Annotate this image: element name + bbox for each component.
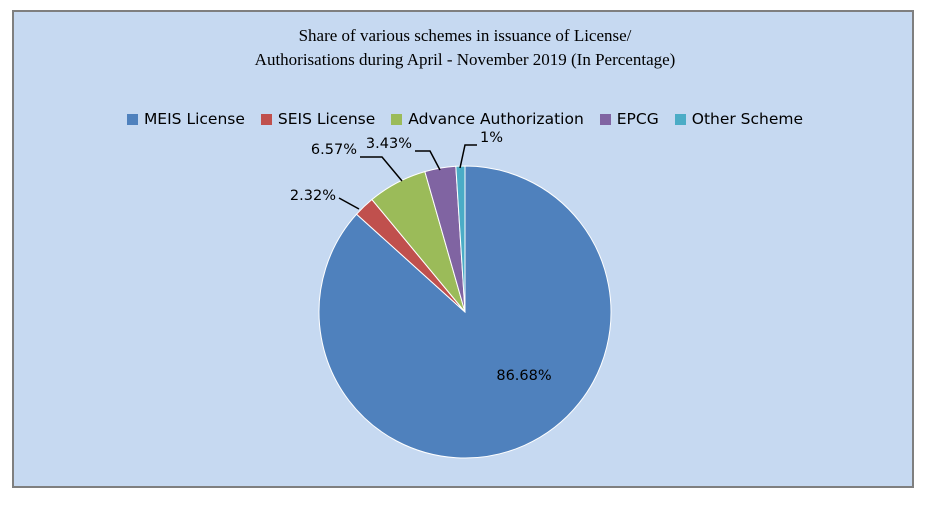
leader-line-seis: [338, 197, 360, 210]
leader-line-epcg: [415, 150, 441, 171]
leader-line-other-scheme: [459, 144, 477, 169]
legend-label-meis: MEIS License: [143, 110, 245, 128]
legend-swatch-epcg: [599, 113, 611, 125]
leader-line-advance-authorization: [360, 156, 403, 182]
legend-swatch-other-scheme: [674, 113, 686, 125]
legend-label-other-scheme: Other Scheme: [691, 110, 804, 128]
data-label-advance-authorization: 6.57%: [311, 142, 357, 158]
legend-label-epcg: EPCG: [616, 110, 659, 128]
data-label-meis: 86.68%: [496, 368, 551, 384]
chart-area: Share of various schemes in issuance of …: [12, 10, 914, 488]
chart-title-line-1: Share of various schemes in issuance of …: [298, 26, 632, 45]
legend-label-seis: SEIS License: [277, 110, 376, 128]
legend-item-seis: SEIS License: [260, 110, 376, 128]
legend-swatch-meis: [126, 113, 138, 125]
legend-item-epcg: EPCG: [599, 110, 659, 128]
legend-label-advance-authorization: Advance Authorization: [408, 110, 584, 128]
chart-title: Share of various schemes in issuance of …: [14, 24, 916, 72]
legend-swatch-seis: [260, 113, 272, 125]
legend-item-meis: MEIS License: [126, 110, 245, 128]
legend-swatch-advance-authorization: [391, 113, 403, 125]
data-label-epcg: 3.43%: [366, 136, 412, 152]
chart-title-line-2: Authorisations during April - November 2…: [254, 50, 676, 69]
legend-item-other-scheme: Other Scheme: [674, 110, 804, 128]
data-label-seis: 2.32%: [290, 188, 336, 204]
legend-item-advance-authorization: Advance Authorization: [391, 110, 584, 128]
chart-legend: MEIS License SEIS License Advance Author…: [14, 108, 916, 130]
pie-chart: 86.68% 2.32% 6.57% 3.43% 1%: [290, 130, 612, 459]
data-label-other-scheme: 1%: [480, 130, 503, 146]
